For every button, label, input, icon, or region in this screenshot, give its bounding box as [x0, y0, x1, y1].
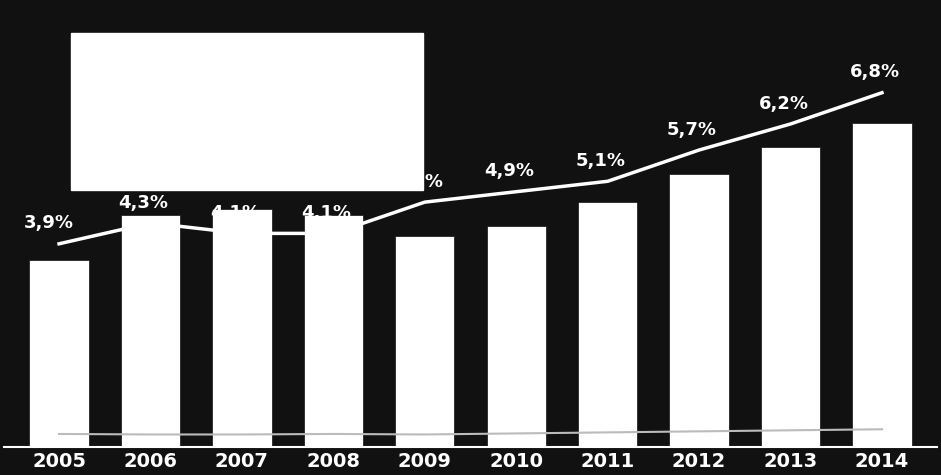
Text: 6,2%: 6,2% [758, 95, 808, 113]
Bar [761, 147, 821, 447]
Bar [669, 174, 729, 447]
Bar [395, 236, 455, 447]
Text: 4,9%: 4,9% [485, 162, 534, 180]
Bar [853, 124, 912, 447]
Text: 4,1%: 4,1% [301, 204, 351, 222]
Text: 4,7%: 4,7% [392, 173, 443, 190]
Bar [486, 226, 546, 447]
Text: 4,3%: 4,3% [119, 193, 168, 211]
Text: 4,1%: 4,1% [210, 204, 260, 222]
Bar [29, 260, 88, 447]
Text: 5,7%: 5,7% [667, 121, 717, 139]
Bar [304, 215, 363, 447]
Bar [578, 202, 637, 447]
Text: 5,1%: 5,1% [576, 152, 626, 170]
Bar [120, 215, 180, 447]
Text: 3,9%: 3,9% [24, 214, 74, 232]
Bar [212, 209, 272, 447]
Text: 6,8%: 6,8% [850, 63, 901, 81]
